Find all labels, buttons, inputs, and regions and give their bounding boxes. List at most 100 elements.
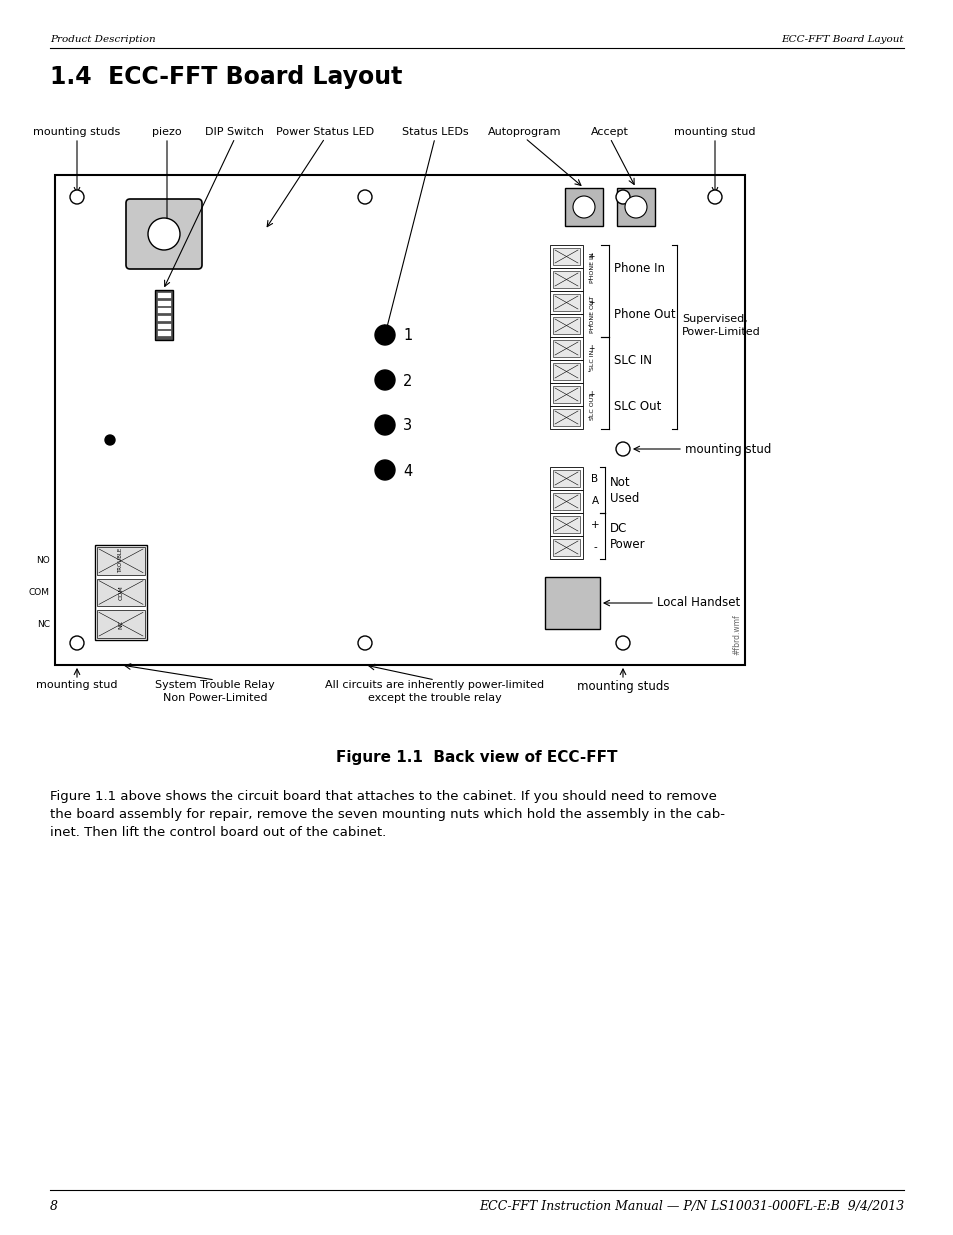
Bar (553, 340, 579, 357)
Bar (553, 516, 579, 534)
Text: +: + (587, 345, 594, 353)
Text: mounting stud: mounting stud (684, 442, 771, 456)
Bar (553, 493, 579, 510)
Bar (553, 317, 579, 333)
Bar (553, 270, 579, 288)
Text: Supervised,
Power-Limited: Supervised, Power-Limited (681, 314, 760, 337)
Text: mounting stud: mounting stud (674, 127, 755, 137)
Text: SLC IN: SLC IN (614, 353, 651, 367)
Bar (553, 471, 579, 487)
Text: SLC IN: SLC IN (590, 350, 595, 370)
Bar (157, 330, 171, 336)
Bar (550, 406, 582, 429)
Text: Phone Out: Phone Out (614, 308, 675, 321)
Text: 1: 1 (402, 329, 412, 343)
Text: -: - (587, 321, 590, 330)
Text: #fbrd.wmf: #fbrd.wmf (732, 615, 740, 656)
Text: Power Status LED: Power Status LED (275, 127, 374, 137)
Text: 2: 2 (402, 373, 412, 389)
Text: COM: COM (29, 588, 50, 597)
Text: +: + (587, 390, 594, 399)
Text: COM: COM (118, 585, 123, 600)
Circle shape (616, 190, 629, 204)
Text: 8: 8 (50, 1200, 58, 1213)
Circle shape (105, 435, 115, 445)
Text: +: + (587, 252, 594, 261)
Text: NC: NC (37, 620, 50, 629)
Text: 3: 3 (402, 419, 412, 433)
Text: -: - (587, 412, 590, 422)
Text: NC: NC (118, 620, 123, 629)
Text: Local Handset: Local Handset (657, 597, 740, 610)
Circle shape (624, 196, 646, 219)
Text: B: B (591, 473, 598, 483)
Bar (157, 291, 171, 298)
Circle shape (357, 636, 372, 650)
Bar (154, 290, 172, 340)
Text: 1.4  ECC-FFT Board Layout: 1.4 ECC-FFT Board Layout (50, 65, 402, 89)
Bar (97, 610, 145, 638)
Bar (553, 409, 579, 426)
Text: Not
Used: Not Used (609, 475, 639, 505)
Circle shape (375, 325, 395, 345)
Text: 4: 4 (402, 463, 412, 478)
Bar (550, 268, 582, 291)
Circle shape (70, 190, 84, 204)
Text: NO: NO (36, 556, 50, 566)
Text: TROUBLE: TROUBLE (118, 548, 123, 573)
Text: Status LEDs: Status LEDs (401, 127, 468, 137)
Bar (157, 308, 171, 314)
Bar (550, 513, 582, 536)
Circle shape (70, 636, 84, 650)
Text: Figure 1.1  Back view of ECC-FFT: Figure 1.1 Back view of ECC-FFT (335, 750, 618, 764)
Bar (157, 322, 171, 329)
Text: PHONE IN: PHONE IN (590, 253, 595, 283)
Bar (553, 387, 579, 403)
Circle shape (616, 442, 629, 456)
Text: mounting studs: mounting studs (577, 680, 669, 693)
Text: SLC OUT: SLC OUT (590, 393, 595, 420)
Circle shape (375, 415, 395, 435)
Circle shape (573, 196, 595, 219)
Bar (553, 248, 579, 266)
Bar (550, 467, 582, 490)
Bar (550, 245, 582, 268)
Text: piezo: piezo (152, 127, 182, 137)
Text: Phone In: Phone In (614, 262, 664, 274)
Text: All circuits are inherently power-limited
except the trouble relay: All circuits are inherently power-limite… (325, 680, 544, 703)
Text: System Trouble Relay
Non Power-Limited: System Trouble Relay Non Power-Limited (155, 680, 274, 703)
Text: Figure 1.1 above shows the circuit board that attaches to the cabinet. If you sh: Figure 1.1 above shows the circuit board… (50, 790, 724, 839)
Bar (553, 538, 579, 556)
Text: PHONE OUT: PHONE OUT (590, 295, 595, 332)
Bar (553, 363, 579, 380)
Bar (55, 175, 744, 664)
Text: Autoprogram: Autoprogram (488, 127, 561, 137)
Text: -: - (587, 367, 590, 375)
Circle shape (375, 459, 395, 480)
Text: DC
Power: DC Power (609, 521, 645, 551)
Bar (157, 315, 171, 321)
Bar (157, 300, 171, 306)
Text: A: A (591, 496, 598, 506)
Bar (550, 359, 582, 383)
Text: Product Description: Product Description (50, 35, 155, 44)
Bar (550, 291, 582, 314)
FancyBboxPatch shape (126, 199, 202, 269)
Text: +: + (587, 298, 594, 308)
Text: SLC Out: SLC Out (614, 399, 660, 412)
Bar (617, 188, 655, 226)
Circle shape (148, 219, 180, 249)
Text: +: + (590, 520, 598, 530)
Bar (97, 547, 145, 574)
Bar (550, 536, 582, 559)
Text: -: - (593, 542, 597, 552)
Bar (550, 490, 582, 513)
Bar (553, 294, 579, 311)
Bar (564, 188, 602, 226)
Text: Accept: Accept (591, 127, 628, 137)
Text: DIP Switch: DIP Switch (205, 127, 264, 137)
Bar (550, 314, 582, 337)
Circle shape (707, 190, 721, 204)
Text: ECC-FFT Board Layout: ECC-FFT Board Layout (781, 35, 903, 44)
Bar (97, 579, 145, 606)
